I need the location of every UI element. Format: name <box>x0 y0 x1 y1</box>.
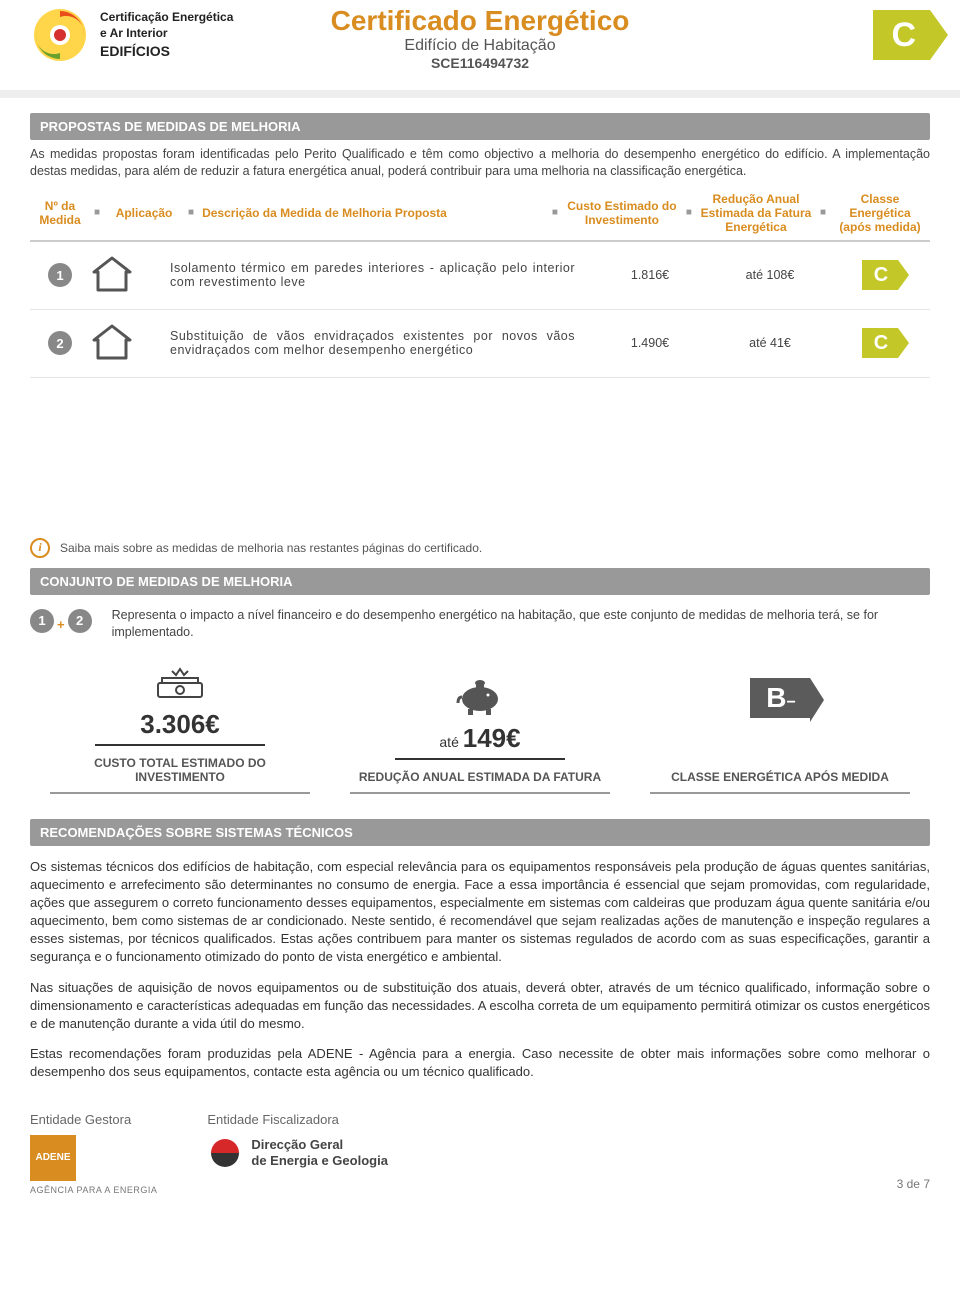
dgeg-logo-icon <box>207 1135 243 1171</box>
section3-title: RECOMENDAÇÕES SOBRE SISTEMAS TÉCNICOS <box>30 819 930 846</box>
summary-row: 3.306€ CUSTO TOTAL ESTIMADO DO INVESTIME… <box>30 659 930 794</box>
combo-badge: 2 <box>68 609 92 633</box>
footer-fiscalizadora: Entidade Fiscalizadora Direcção Geralde … <box>207 1112 388 1171</box>
col-desc: Descrição da Medida de Melhoria Proposta <box>198 206 548 220</box>
measure-reduction: até 108€ <box>710 268 830 282</box>
section2-title: CONJUNTO DE MEDIDAS DE MELHORIA <box>30 568 930 595</box>
main-class-badge: C <box>873 10 930 60</box>
col-class: Classe Energética (após medida) <box>830 192 930 234</box>
house-icon <box>90 322 134 362</box>
footer-gestora: Entidade Gestora ADENE AGÊNCIA PARA A EN… <box>30 1112 157 1195</box>
logo-block: Certificação Energética e Ar Interior ED… <box>30 5 233 65</box>
info-text: Saiba mais sobre as medidas de melhoria … <box>60 541 482 555</box>
measure-cost: 1.816€ <box>590 268 710 282</box>
summary-class-label: CLASSE ENERGÉTICA APÓS MEDIDA <box>650 770 910 794</box>
logo-text: Certificação Energética e Ar Interior ED… <box>100 10 233 59</box>
fisc-title: Entidade Fiscalizadora <box>207 1112 388 1127</box>
piggy-bank-icon <box>350 673 610 719</box>
dgeg-text: Direcção Geralde Energia e Geologia <box>251 1137 388 1168</box>
money-stack-icon <box>50 659 310 705</box>
swirl-logo-icon <box>30 5 90 65</box>
house-icon <box>90 254 134 294</box>
class-tag-small: C <box>862 328 898 358</box>
rec-p2: Nas situações de aquisição de novos equi… <box>30 979 930 1034</box>
certificate-title: Certificado Energético <box>331 5 630 37</box>
summary-savings: até 149€ REDUÇÃO ANUAL ESTIMADA DA FATUR… <box>350 673 610 794</box>
adene-logo-icon: ADENE <box>30 1135 76 1181</box>
logo-line3: EDIFÍCIOS <box>100 42 233 60</box>
measure-reduction: até 41€ <box>710 336 830 350</box>
combo-badge: 1 <box>30 609 54 633</box>
measure-row: 2 Substituição de vãos envidraçados exist… <box>30 310 930 378</box>
class-tag-small: C <box>862 260 898 290</box>
measure-cost: 1.490€ <box>590 336 710 350</box>
rec-p3: Estas recomendações foram produzidas pel… <box>30 1045 930 1081</box>
section1-title: PROPOSTAS DE MEDIDAS DE MELHORIA <box>30 113 930 140</box>
adene-subtitle: AGÊNCIA PARA A ENERGIA <box>30 1185 157 1195</box>
summary-invest: 3.306€ CUSTO TOTAL ESTIMADO DO INVESTIME… <box>50 659 310 794</box>
col-cost: Custo Estimado do Investimento <box>562 199 682 227</box>
logo-line2: e Ar Interior <box>100 26 233 42</box>
num-badge: 2 <box>48 331 72 355</box>
summary-invest-value: 3.306€ <box>95 709 265 746</box>
footer: Entidade Gestora ADENE AGÊNCIA PARA A EN… <box>30 1112 930 1195</box>
info-row: i Saiba mais sobre as medidas de melhori… <box>30 538 930 558</box>
class-tag: C <box>873 10 930 60</box>
combo-badges: 1+2 <box>30 607 92 633</box>
measure-desc: Isolamento térmico em paredes interiores… <box>170 261 590 289</box>
gestora-title: Entidade Gestora <box>30 1112 157 1127</box>
summary-class: B− CLASSE ENERGÉTICA APÓS MEDIDA <box>650 675 910 794</box>
recommendations-text: Os sistemas técnicos dos edifícios de ha… <box>30 858 930 1082</box>
spacer <box>0 90 960 98</box>
summary-savings-label: REDUÇÃO ANUAL ESTIMADA DA FATURA <box>350 770 610 794</box>
col-app: Aplicação <box>104 206 184 220</box>
summary-savings-value: até 149€ <box>395 723 565 760</box>
rec-p1: Os sistemas técnicos dos edifícios de ha… <box>30 858 930 967</box>
combo-row: 1+2 Representa o impacto a nível finance… <box>30 607 930 641</box>
page-number: 3 de 7 <box>897 1177 930 1191</box>
class-badge-icon: B− <box>650 675 910 721</box>
summary-invest-label: CUSTO TOTAL ESTIMADO DO INVESTIMENTO <box>50 756 310 794</box>
info-icon: i <box>30 538 50 558</box>
col-num: Nº da Medida <box>30 199 90 227</box>
certificate-subtitle: Edifício de Habitação <box>331 37 630 55</box>
measure-row: 1 Isolamento térmico em paredes interiore… <box>30 242 930 310</box>
col-red: Redução Anual Estimada da Fatura Energét… <box>696 192 816 234</box>
measures-header: Nº da Medida ■ Aplicação ■ Descrição da … <box>30 192 930 242</box>
measure-desc: Substituição de vãos envidraçados existe… <box>170 329 590 357</box>
section1-intro: As medidas propostas foram identificadas… <box>30 146 930 180</box>
num-badge: 1 <box>48 263 72 287</box>
logo-line1: Certificação Energética <box>100 10 233 26</box>
certificate-id: SCE116494732 <box>331 55 630 71</box>
page-header: Certificação Energética e Ar Interior ED… <box>0 0 960 90</box>
certificate-title-block: Certificado Energético Edifício de Habit… <box>331 5 630 71</box>
combo-text: Representa o impacto a nível financeiro … <box>112 607 930 641</box>
